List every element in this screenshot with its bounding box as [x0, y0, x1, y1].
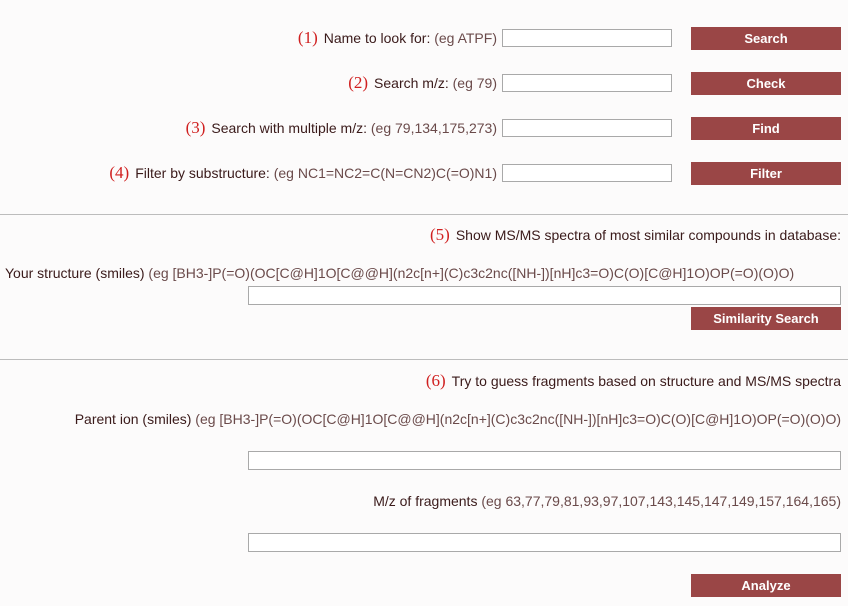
step-number: (3) — [185, 118, 206, 137]
step-number: (2) — [348, 73, 369, 92]
analyze-button[interactable]: Analyze — [691, 574, 841, 597]
name-search-input[interactable] — [502, 29, 672, 47]
multi-mz-input[interactable] — [502, 119, 672, 137]
step-number: (4) — [109, 163, 130, 182]
find-button[interactable]: Find — [691, 117, 841, 140]
search-multi-row: (3) Search with multiple m/z: (eg 79,134,… — [186, 118, 672, 138]
search-name-row: (1) Name to look for: (eg ATPF) — [298, 28, 672, 48]
structure-label: Your structure (smiles) (eg [BH3-]P(=O)(… — [5, 265, 795, 281]
similarity-search-button[interactable]: Similarity Search — [691, 307, 841, 330]
filter-sub-row: (4) Filter by substructure: (eg NC1=NC2=C… — [109, 163, 672, 183]
divider — [0, 359, 848, 360]
search-mz-label: (2) Search m/z: (eg 79) — [348, 73, 497, 92]
parent-ion-input[interactable] — [248, 451, 841, 470]
divider — [0, 214, 848, 215]
fragments-mz-label: M/z of fragments (eg 63,77,79,81,93,97,1… — [373, 493, 841, 509]
parent-ion-label: Parent ion (smiles) (eg [BH3-]P(=O)(OC[C… — [74, 411, 841, 427]
similarity-heading: (5) Show MS/MS spectra of most similar co… — [430, 225, 841, 244]
search-multi-label: (3) Search with multiple m/z: (eg 79,134,… — [185, 118, 497, 137]
check-button[interactable]: Check — [691, 72, 841, 95]
filter-sub-label: (4) Filter by substructure: (eg NC1=NC2=C… — [109, 163, 497, 182]
search-name-label: (1) Name to look for: (eg ATPF) — [297, 28, 497, 47]
step-number: (1) — [297, 28, 318, 47]
filter-button[interactable]: Filter — [691, 162, 841, 185]
step-number: (5) — [430, 225, 450, 244]
search-button[interactable]: Search — [691, 27, 841, 50]
substructure-input[interactable] — [502, 164, 672, 182]
mz-search-input[interactable] — [502, 74, 672, 92]
step-number: (6) — [425, 371, 446, 390]
structure-smiles-input[interactable] — [248, 286, 841, 305]
fragments-heading: (6) Try to guess fragments based on struc… — [425, 371, 841, 390]
search-mz-row: (2) Search m/z: (eg 79) — [348, 73, 672, 93]
fragments-mz-input[interactable] — [248, 533, 841, 552]
